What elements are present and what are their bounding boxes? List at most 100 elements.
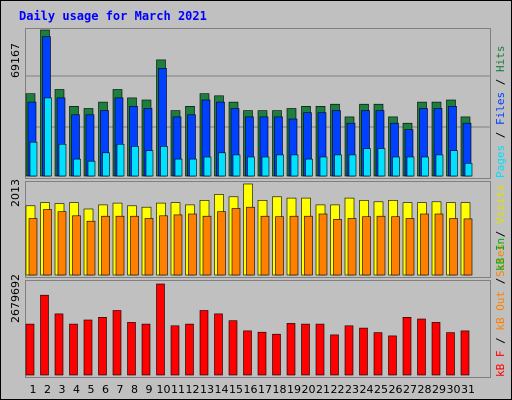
pages-bar (232, 154, 241, 177)
x-tick-label: 4 (73, 383, 80, 396)
pages-bar (392, 156, 400, 177)
sites-bar (318, 213, 328, 276)
y-max-label-kb: 2679692 (9, 274, 22, 323)
sites-bar (72, 215, 81, 276)
sites-bar (188, 213, 197, 276)
kb-panel: 2679692 kB F / kB Out / kB In (9, 238, 507, 378)
kb-bar (170, 325, 180, 376)
x-tick-label: 15 (229, 383, 243, 396)
x-tick-label: 7 (117, 383, 124, 396)
sites-bar (260, 215, 270, 276)
hits-files-pages-panel: 69167 Pages / Files / Hits (9, 28, 507, 179)
pages-bar (464, 163, 473, 177)
sites-bar (304, 215, 313, 276)
pages-bar (276, 154, 284, 177)
legend-kb: kB F / kB Out / kB In (494, 238, 507, 377)
kb-bar (40, 294, 49, 376)
visits-sites-panel: 2013 Sites / Visits (9, 179, 507, 278)
x-tick-label: 28 (418, 383, 432, 396)
pages-bar (58, 144, 67, 177)
x-tick-label: 22 (331, 383, 345, 396)
kb-bar (272, 333, 281, 376)
kb-bar (243, 330, 252, 376)
kb-bar (417, 318, 426, 376)
x-tick-label: 24 (360, 383, 374, 396)
x-tick-label: 9 (146, 383, 153, 396)
x-tick-label: 10 (157, 383, 171, 396)
x-tick-label: 17 (258, 383, 272, 396)
x-tick-label: 21 (316, 383, 330, 396)
x-tick-label: 23 (345, 383, 359, 396)
x-tick-label: 5 (88, 383, 95, 396)
x-tick-label: 31 (461, 383, 475, 396)
x-tick-label: 11 (171, 383, 185, 396)
sites-bar (130, 215, 139, 276)
sites-bar (333, 219, 342, 276)
pages-bar (377, 148, 386, 177)
pages-bar (319, 156, 328, 177)
pages-bar (450, 150, 458, 177)
pages-bar (348, 154, 357, 177)
chart-title: Daily usage for March 2021 (19, 9, 207, 23)
pages-bar (102, 152, 110, 177)
kb-bar (69, 323, 78, 376)
sites-bar (202, 215, 212, 276)
sites-bar (144, 218, 154, 276)
legend-sites: Sites (494, 244, 507, 277)
kb-bar (359, 327, 368, 376)
x-tick-label: 27 (403, 383, 417, 396)
kb-bar (388, 335, 397, 376)
legend-visits-sites: Sites / Visits (494, 184, 507, 277)
pages-bar (145, 150, 154, 177)
legend-hits-files-pages: Pages / Files / Hits (494, 46, 507, 179)
x-tick-label: 30 (447, 383, 461, 396)
sites-bar (57, 211, 67, 276)
kb-bar (112, 310, 122, 376)
legend-kb-f: kB F (494, 351, 507, 378)
pages-bar (73, 158, 81, 177)
pages-bar (421, 156, 429, 177)
pages-bar (334, 154, 342, 177)
sites-bar (405, 218, 415, 276)
kb-bar (185, 323, 194, 376)
x-axis-day-labels: 1 2 3 4 5 6 7 8 9 10 11 12 13 14 15 16 17 18 19 20 21 22 23 24 2… (30, 383, 476, 396)
kb-bar (25, 323, 35, 376)
x-tick-label: 2 (44, 383, 51, 396)
sites-bar (391, 216, 400, 276)
kb-bar (446, 332, 455, 376)
pages-bar (174, 158, 183, 177)
x-tick-label: 8 (131, 383, 138, 396)
sites-bar (376, 215, 386, 276)
sites-bar (115, 215, 125, 276)
kb-bar (344, 325, 354, 376)
x-tick-label: 14 (215, 383, 229, 396)
kb-bars (25, 283, 470, 376)
x-tick-label: 29 (432, 383, 446, 396)
x-tick-label: 26 (389, 383, 403, 396)
x-tick-label: 20 (302, 383, 316, 396)
sites-bar (28, 218, 38, 276)
pages-bar (406, 156, 415, 177)
x-tick-label: 3 (59, 383, 66, 396)
kb-bar (98, 316, 107, 376)
legend-hits: Hits (494, 46, 507, 73)
legend-pages: Pages (494, 145, 507, 178)
sites-bar (289, 215, 299, 276)
sites-bar (173, 214, 183, 276)
sites-bar (463, 218, 473, 276)
kb-bar (127, 322, 136, 376)
pages-bar (203, 156, 212, 177)
sites-bar (43, 209, 52, 276)
x-tick-label: 1 (30, 383, 37, 396)
x-tick-label: 19 (287, 383, 301, 396)
sites-bar (246, 206, 255, 276)
kb-bar (460, 330, 470, 376)
kb-bar (228, 320, 238, 376)
kb-bar (156, 283, 165, 376)
pages-bar (189, 158, 197, 177)
sites-bar (275, 216, 284, 276)
pages-bar (247, 156, 255, 177)
sites-bar (347, 218, 357, 276)
pages-bar (44, 97, 52, 177)
